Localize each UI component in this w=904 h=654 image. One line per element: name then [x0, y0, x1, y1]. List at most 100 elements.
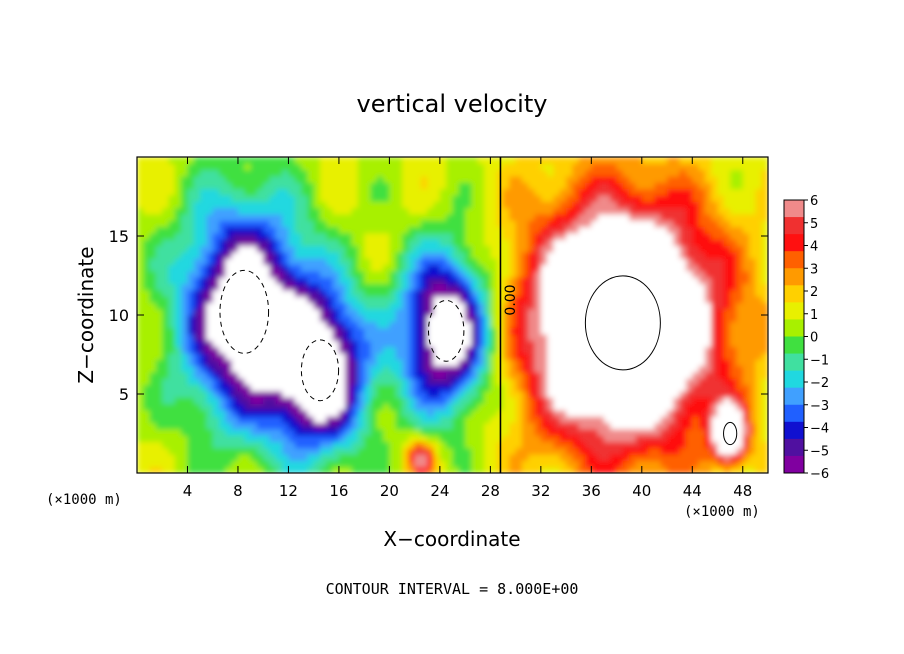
heatmap-cell	[679, 321, 687, 329]
heatmap-cell	[225, 251, 233, 259]
heatmap-cell	[187, 226, 195, 234]
heatmap-cell	[540, 157, 548, 164]
heatmap-cell	[168, 390, 176, 398]
heatmap-cell	[730, 163, 738, 171]
heatmap-cell	[402, 169, 409, 177]
heatmap-cell	[660, 169, 668, 177]
heatmap-cell	[502, 302, 510, 310]
heatmap-cell	[572, 239, 580, 247]
heatmap-cell	[736, 333, 744, 341]
heatmap-cell	[408, 327, 416, 335]
heatmap-cell	[389, 226, 397, 234]
heatmap-cell	[648, 333, 656, 341]
heatmap-cell	[193, 251, 201, 259]
heatmap-cell	[761, 346, 768, 354]
heatmap-cell	[187, 289, 195, 297]
heatmap-cell	[212, 365, 220, 373]
heatmap-cell	[730, 207, 738, 215]
heatmap-cell	[446, 188, 454, 196]
heatmap-cell	[635, 232, 643, 240]
heatmap-cell	[256, 315, 264, 322]
heatmap-cell	[540, 270, 548, 278]
heatmap-cell	[301, 188, 308, 196]
heatmap-cell	[345, 403, 353, 411]
heatmap-cell	[654, 359, 662, 367]
heatmap-cell	[616, 296, 624, 303]
heatmap-cell	[755, 416, 763, 424]
heatmap-cell	[326, 416, 334, 424]
heatmap-cell	[225, 416, 233, 424]
heatmap-cell	[402, 384, 409, 392]
heatmap-cell	[736, 220, 744, 228]
heatmap-cell	[414, 333, 422, 341]
heatmap-cell	[490, 308, 498, 316]
heatmap-cell	[502, 308, 510, 316]
heatmap-cell	[452, 359, 460, 367]
heatmap-cell	[673, 409, 681, 417]
heatmap-cell	[534, 175, 542, 183]
heatmap-cell	[736, 188, 744, 196]
heatmap-cell	[237, 390, 245, 398]
heatmap-cell	[269, 188, 277, 196]
heatmap-cell	[275, 359, 283, 367]
heatmap-cell	[547, 308, 555, 316]
heatmap-cell	[326, 194, 334, 202]
heatmap-cell	[679, 371, 687, 379]
heatmap-cell	[534, 226, 542, 234]
heatmap-cell	[603, 315, 611, 322]
heatmap-cell	[244, 378, 252, 386]
heatmap-cell	[616, 390, 624, 398]
heatmap-cell	[282, 409, 290, 417]
heatmap-cell	[484, 428, 491, 436]
heatmap-cell	[484, 454, 491, 461]
heatmap-cell	[162, 232, 170, 240]
heatmap-cell	[635, 409, 643, 417]
heatmap-cell	[711, 226, 719, 234]
heatmap-cell	[414, 409, 422, 417]
heatmap-cell	[231, 460, 239, 468]
heatmap-cell	[446, 384, 454, 392]
heatmap-cell	[256, 302, 264, 310]
heatmap-cell	[502, 258, 510, 266]
heatmap-cell	[420, 346, 428, 354]
heatmap-cell	[364, 251, 372, 259]
heatmap-cell	[275, 163, 283, 171]
heatmap-cell	[408, 378, 416, 386]
heatmap-cell	[206, 435, 214, 442]
heatmap-cell	[761, 188, 768, 196]
heatmap-cell	[174, 422, 182, 430]
heatmap-cell	[603, 245, 611, 253]
heatmap-cell	[667, 441, 674, 449]
heatmap-cell	[420, 428, 428, 436]
heatmap-cell	[408, 157, 416, 164]
heatmap-cell	[439, 188, 447, 196]
heatmap-cell	[225, 409, 233, 417]
heatmap-cell	[313, 460, 321, 468]
heatmap-cell	[370, 213, 378, 221]
heatmap-cell	[168, 409, 176, 417]
heatmap-cell	[616, 403, 624, 411]
heatmap-cell	[263, 264, 271, 272]
heatmap-cell	[572, 403, 580, 411]
heatmap-cell	[231, 321, 239, 329]
heatmap-cell	[155, 270, 163, 278]
heatmap-cell	[427, 321, 435, 329]
heatmap-cell	[376, 220, 384, 228]
heatmap-cell	[749, 302, 756, 310]
heatmap-cell	[383, 169, 390, 177]
heatmap-cell	[471, 226, 479, 234]
heatmap-cell	[250, 447, 258, 455]
heatmap-cell	[572, 296, 580, 303]
heatmap-cell	[193, 264, 201, 272]
heatmap-cell	[263, 163, 271, 171]
heatmap-cell	[137, 251, 144, 259]
heatmap-cell	[187, 340, 195, 348]
heatmap-cell	[288, 333, 296, 341]
heatmap-cell	[591, 435, 599, 442]
heatmap-cell	[181, 163, 189, 171]
heatmap-cell	[332, 175, 340, 183]
heatmap-cell	[275, 466, 283, 473]
heatmap-cell	[553, 277, 561, 284]
heatmap-cell	[212, 454, 220, 461]
heatmap-cell	[585, 213, 592, 221]
